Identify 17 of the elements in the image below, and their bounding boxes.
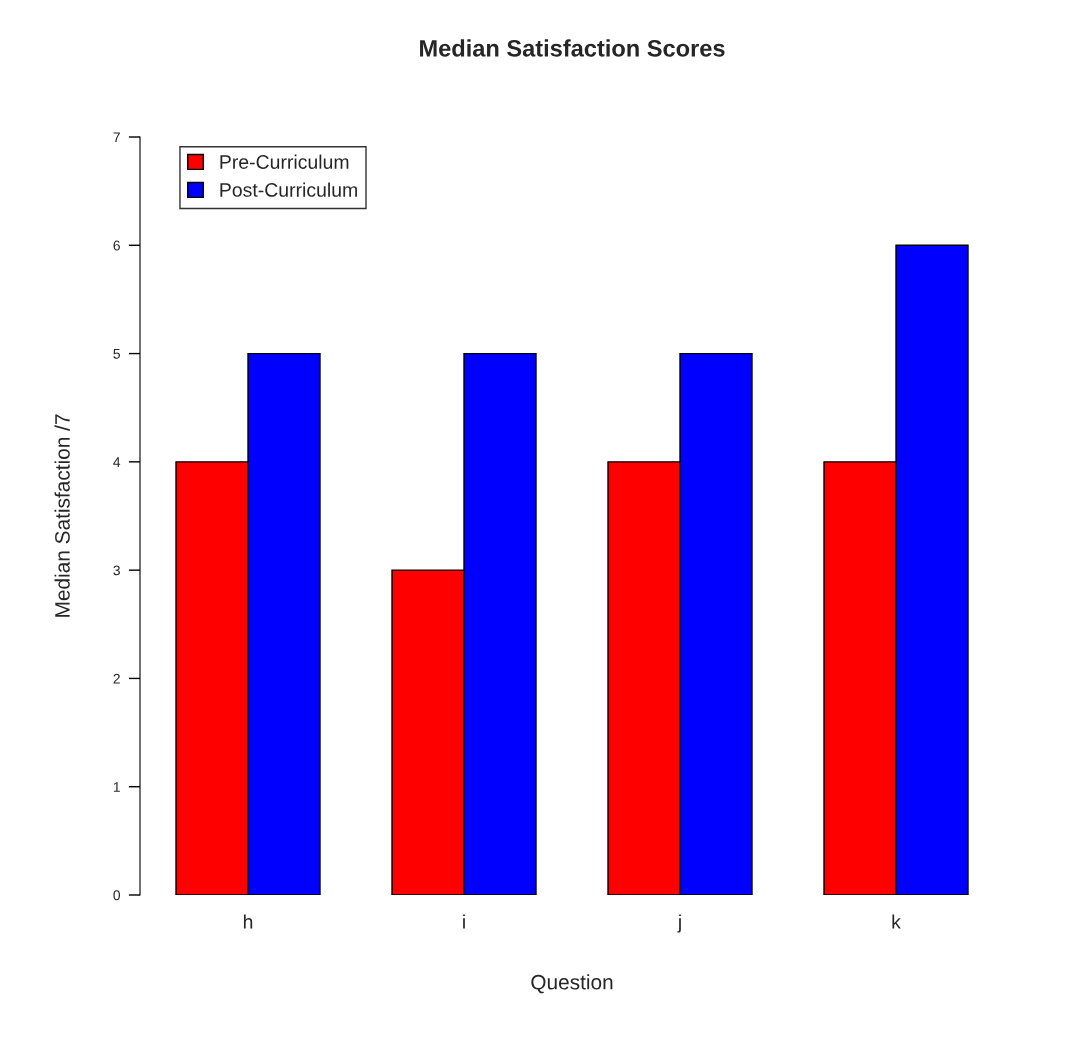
y-tick-label: 6 — [113, 240, 120, 251]
y-tick-label: 7 — [113, 132, 120, 143]
y-axis-title: Median Satisfaction /7 — [54, 414, 70, 617]
y-tick-label: 4 — [113, 457, 121, 467]
x-tick-label: k — [892, 914, 901, 929]
y-tick-label: 5 — [113, 349, 120, 359]
chart-title: Median Satisfaction Scores — [420, 39, 725, 57]
x-tick-label: i — [463, 914, 465, 929]
legend-label: Pre-Curriculum — [220, 154, 349, 169]
x-axis-title: Question — [531, 974, 613, 994]
y-tick-label: 1 — [113, 782, 120, 792]
y-tick-label: 3 — [113, 565, 120, 576]
x-tick-label: h — [243, 914, 253, 929]
y-tick-label: 2 — [113, 673, 120, 684]
legend-label: Post-Curriculum — [220, 182, 357, 197]
x-tick-label: j — [677, 914, 681, 933]
y-tick-label: 0 — [113, 890, 121, 901]
